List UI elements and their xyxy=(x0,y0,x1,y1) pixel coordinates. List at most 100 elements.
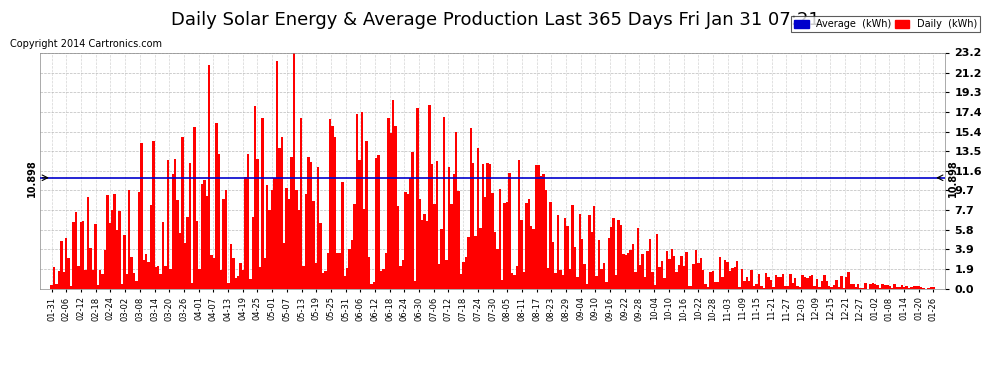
Bar xyxy=(87,196,89,289)
Bar xyxy=(198,269,201,289)
Bar xyxy=(162,222,164,289)
Bar xyxy=(675,273,678,289)
Bar xyxy=(235,278,237,289)
Bar xyxy=(576,277,578,289)
Bar xyxy=(295,190,298,289)
Bar xyxy=(841,276,842,289)
Bar xyxy=(288,200,290,289)
Bar xyxy=(220,270,223,289)
Bar xyxy=(402,260,404,289)
Bar xyxy=(714,282,717,289)
Bar xyxy=(673,256,675,289)
Bar xyxy=(625,255,627,289)
Bar xyxy=(518,160,521,289)
Bar xyxy=(283,243,285,289)
Bar xyxy=(651,272,653,289)
Bar xyxy=(617,220,620,289)
Bar xyxy=(613,218,615,289)
Bar xyxy=(302,266,305,289)
Text: Daily Solar Energy & Average Production Last 365 Days Fri Jan 31 07:21: Daily Solar Energy & Average Production … xyxy=(170,11,820,29)
Bar xyxy=(501,280,504,289)
Bar xyxy=(251,217,254,289)
Bar xyxy=(770,280,772,289)
Bar xyxy=(67,258,70,289)
Bar xyxy=(342,182,344,289)
Bar xyxy=(119,211,121,289)
Bar xyxy=(928,288,930,289)
Bar xyxy=(697,263,700,289)
Bar xyxy=(94,224,96,289)
Bar xyxy=(632,244,635,289)
Bar xyxy=(561,274,564,289)
Bar xyxy=(842,288,844,289)
Bar xyxy=(416,108,419,289)
Bar xyxy=(412,153,414,289)
Bar xyxy=(779,277,782,289)
Bar xyxy=(494,232,496,289)
Bar xyxy=(496,249,499,289)
Bar xyxy=(242,270,245,289)
Bar xyxy=(678,265,680,289)
Bar xyxy=(787,286,789,289)
Bar xyxy=(77,266,79,289)
Bar xyxy=(186,217,188,289)
Bar xyxy=(149,205,152,289)
Bar xyxy=(765,273,767,289)
Bar xyxy=(806,278,809,289)
Bar xyxy=(159,274,162,289)
Bar xyxy=(385,253,387,289)
Bar xyxy=(635,272,637,289)
Bar xyxy=(232,258,235,289)
Bar xyxy=(101,274,104,289)
Bar xyxy=(789,274,792,289)
Bar xyxy=(310,162,312,289)
Bar xyxy=(911,287,913,289)
Bar xyxy=(191,283,193,289)
Bar xyxy=(225,190,228,289)
Bar xyxy=(179,233,181,289)
Bar xyxy=(717,282,719,289)
Bar xyxy=(247,154,249,289)
Bar xyxy=(549,202,551,289)
Bar xyxy=(683,267,685,289)
Bar xyxy=(836,280,838,289)
Bar xyxy=(871,284,874,289)
Bar xyxy=(109,224,111,289)
Bar xyxy=(441,229,443,289)
Bar xyxy=(859,288,862,289)
Bar xyxy=(358,160,360,289)
Bar xyxy=(920,287,923,289)
Bar xyxy=(739,288,741,289)
Bar xyxy=(273,178,276,289)
Bar xyxy=(661,261,663,289)
Bar xyxy=(814,286,816,289)
Bar xyxy=(573,248,576,289)
Bar xyxy=(79,222,82,289)
Bar xyxy=(933,287,935,289)
Bar xyxy=(915,286,918,289)
Bar xyxy=(346,268,348,289)
Bar xyxy=(327,252,329,289)
Bar xyxy=(600,269,603,289)
Bar xyxy=(169,269,171,289)
Bar xyxy=(499,189,501,289)
Bar xyxy=(317,167,320,289)
Bar xyxy=(394,126,397,289)
Bar xyxy=(644,277,646,289)
Bar xyxy=(646,251,648,289)
Bar xyxy=(261,118,263,289)
Bar xyxy=(760,286,762,289)
Bar xyxy=(889,286,891,289)
Bar xyxy=(653,285,656,289)
Bar xyxy=(753,286,755,289)
Bar xyxy=(762,288,765,289)
Bar xyxy=(426,221,429,289)
Bar xyxy=(893,284,896,289)
Bar xyxy=(111,210,114,289)
Bar xyxy=(690,286,692,289)
Bar xyxy=(700,258,702,289)
Bar xyxy=(526,203,528,289)
Bar xyxy=(50,285,52,289)
Bar xyxy=(564,218,566,289)
Bar xyxy=(254,106,256,289)
